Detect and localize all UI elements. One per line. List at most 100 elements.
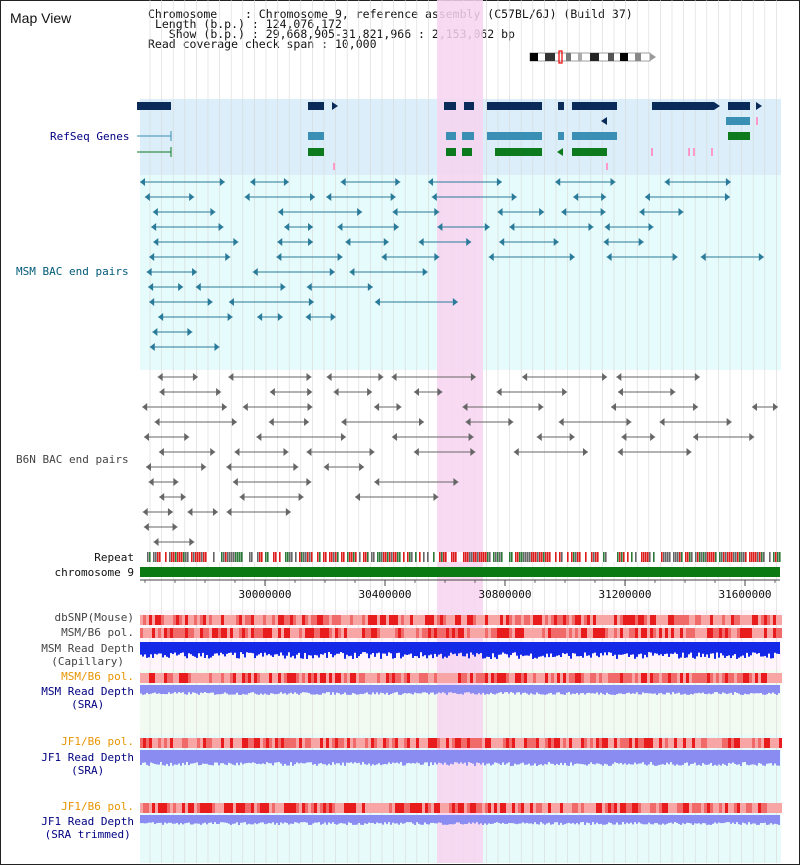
bac-pair[interactable]: [616, 373, 700, 381]
bac-pair[interactable]: [326, 193, 396, 201]
bac-pair[interactable]: [462, 403, 544, 411]
bac-pair[interactable]: [226, 508, 291, 516]
bac-pair[interactable]: [145, 463, 207, 471]
bac-pair[interactable]: [144, 193, 195, 201]
bac-pair[interactable]: [153, 238, 239, 246]
bac-pair[interactable]: [159, 493, 186, 501]
bac-pair[interactable]: [195, 283, 286, 291]
bac-pair[interactable]: [269, 388, 313, 396]
bac-pair[interactable]: [621, 433, 656, 441]
bac-pair[interactable]: [234, 448, 289, 456]
bac-pair[interactable]: [693, 433, 755, 441]
bac-pair[interactable]: [142, 403, 227, 411]
bac-pair[interactable]: [142, 508, 173, 516]
bac-pair[interactable]: [496, 388, 568, 396]
bac-pair[interactable]: [146, 268, 198, 276]
bac-pair[interactable]: [242, 403, 313, 411]
bac-pair[interactable]: [355, 493, 439, 501]
bac-pair[interactable]: [606, 253, 678, 261]
bac-pair[interactable]: [751, 403, 778, 411]
bac-pair[interactable]: [374, 298, 458, 306]
bac-pair[interactable]: [561, 208, 606, 216]
bac-pair[interactable]: [143, 433, 190, 441]
bac-pair[interactable]: [644, 193, 730, 201]
bac-pair[interactable]: [154, 418, 237, 426]
bac-pair[interactable]: [349, 268, 428, 276]
bac-pair[interactable]: [158, 448, 216, 456]
bac-pair[interactable]: [257, 313, 283, 321]
bac-pair[interactable]: [555, 178, 616, 186]
bac-pair[interactable]: [497, 208, 545, 216]
bac-pair[interactable]: [381, 253, 440, 261]
bac-pair[interactable]: [391, 433, 474, 441]
bac-pair[interactable]: [522, 373, 608, 381]
bac-pair[interactable]: [513, 448, 588, 456]
bac-pair[interactable]: [228, 298, 314, 306]
bac-pair[interactable]: [536, 433, 575, 441]
bac-pair[interactable]: [326, 373, 384, 381]
bac-pair[interactable]: [573, 193, 607, 201]
bac-pair[interactable]: [284, 223, 314, 231]
bac-pair[interactable]: [333, 388, 373, 396]
msm-bac-end-pairs[interactable]: [140, 178, 764, 351]
bac-pair[interactable]: [148, 478, 179, 486]
bac-pair[interactable]: [305, 313, 336, 321]
bac-pair[interactable]: [345, 238, 389, 246]
bac-pair[interactable]: [148, 283, 184, 291]
bac-pair[interactable]: [151, 223, 224, 231]
bac-pair[interactable]: [239, 493, 304, 501]
bac-pair[interactable]: [617, 388, 676, 396]
bac-pair[interactable]: [428, 178, 502, 186]
bac-pair[interactable]: [250, 178, 289, 186]
bac-pair[interactable]: [413, 448, 476, 456]
track-label-b6n-bac[interactable]: B6N BAC end pairs: [16, 453, 129, 466]
bac-pair[interactable]: [499, 238, 559, 246]
bac-pair[interactable]: [256, 433, 346, 441]
bac-pair[interactable]: [152, 208, 216, 216]
bac-pair[interactable]: [465, 418, 514, 426]
bac-pair[interactable]: [509, 223, 594, 231]
bac-pair[interactable]: [158, 313, 233, 321]
bac-pair[interactable]: [700, 253, 764, 261]
bac-pair[interactable]: [278, 208, 363, 216]
bac-pair[interactable]: [437, 223, 490, 231]
bac-pair[interactable]: [268, 418, 310, 426]
bac-pair[interactable]: [323, 463, 365, 471]
bac-pair[interactable]: [232, 478, 312, 486]
bac-pair[interactable]: [664, 178, 731, 186]
bac-pair[interactable]: [391, 373, 476, 381]
bac-pair[interactable]: [392, 208, 440, 216]
bac-pair[interactable]: [431, 193, 517, 201]
bac-pair[interactable]: [153, 538, 195, 546]
refseq-genes[interactable]: [137, 102, 762, 170]
bac-pair[interactable]: [418, 238, 472, 246]
bac-pair[interactable]: [228, 373, 312, 381]
bac-pair[interactable]: [244, 193, 316, 201]
bac-pair[interactable]: [149, 298, 213, 306]
bac-pair[interactable]: [374, 478, 459, 486]
bac-pair[interactable]: [603, 238, 644, 246]
bac-pair[interactable]: [659, 418, 732, 426]
bac-pair[interactable]: [149, 343, 220, 351]
b6n-bac-end-pairs[interactable]: [142, 373, 778, 546]
bac-pair[interactable]: [277, 238, 314, 246]
bac-pair[interactable]: [143, 523, 178, 531]
bac-pair[interactable]: [558, 418, 632, 426]
bac-pair[interactable]: [617, 448, 692, 456]
bac-pair[interactable]: [152, 328, 193, 336]
bac-pair[interactable]: [276, 253, 343, 261]
bac-pair[interactable]: [226, 463, 299, 471]
bac-pair[interactable]: [306, 283, 373, 291]
bac-pair[interactable]: [374, 403, 402, 411]
bac-pair[interactable]: [157, 373, 198, 381]
bac-pair[interactable]: [414, 388, 443, 396]
bac-pair[interactable]: [604, 223, 654, 231]
bac-pair[interactable]: [340, 178, 401, 186]
bac-pair[interactable]: [140, 178, 225, 186]
track-label-msm-bac[interactable]: MSM BAC end pairs: [16, 265, 129, 278]
bac-pair[interactable]: [488, 253, 575, 261]
bac-pair[interactable]: [341, 418, 425, 426]
bac-pair[interactable]: [611, 403, 699, 411]
bac-pair[interactable]: [252, 268, 335, 276]
